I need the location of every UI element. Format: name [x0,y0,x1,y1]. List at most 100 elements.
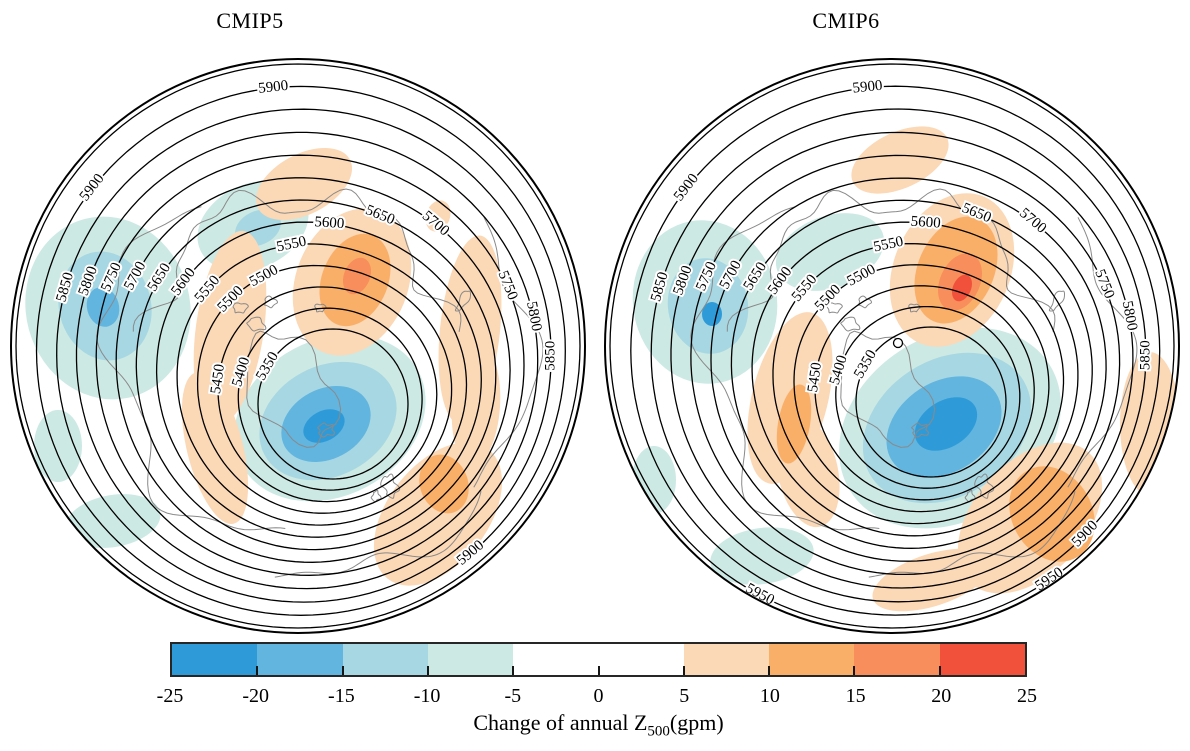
coastline-island [314,303,327,313]
colorbar-tick-label: 15 [845,685,866,707]
contour-line-5800 [670,131,1134,589]
anomaly-region-arctic-coast [851,126,949,194]
coastline-island [840,330,936,448]
contour-label: 5850 [543,341,559,371]
anomaly-region-canada-band [776,384,812,464]
colorbar-segment [342,644,428,675]
anomaly-region-east-asia-coast [451,346,501,466]
contour-line-5850 [650,108,1147,603]
panel-title-cmip6: CMIP6 [812,8,880,33]
anomaly-region-gulf-of-alaska [34,410,82,482]
coastline-island [370,489,382,503]
colorbar-tick-label: -10 [413,685,441,707]
coastline-island [964,489,976,503]
coastline-island [380,473,401,499]
coastline-island [232,302,249,314]
contour-line-5850 [56,108,552,603]
contour-label: 5900 [257,78,289,97]
panel-title-cmip5: CMIP5 [216,8,284,33]
colorbar-segment [172,644,258,675]
contour-line-5600 [751,221,1079,537]
colorbar-tick [341,666,344,675]
coastline [868,491,1076,578]
contour-label: 5750 [1091,267,1117,301]
coastline [132,188,462,332]
map-content: 5900590059005850580057505700565056005550… [15,63,581,629]
anomaly-region-europe-mediterranean [373,442,503,586]
map-cmip5: 5900590059005850580057505700565056005550… [10,58,586,634]
contour-label: 5900 [852,78,884,97]
map-boundary [604,58,1180,634]
contour-line-5450 [217,286,438,503]
anomaly-region-north-africa-tail [872,548,992,612]
contour-label: 5800 [1119,300,1140,333]
colorbar-tick-label: -20 [242,685,270,707]
contour-line-5750 [690,154,1121,576]
coastline [274,491,482,578]
colorbar-tick-label: -5 [504,685,522,707]
coastline-island [974,473,995,499]
colorbar-tick-label: 5 [679,685,690,707]
contour-line-5550 [176,243,468,526]
anomaly-region-east-siberia [343,257,371,295]
colorbar-tick [938,666,941,675]
colorbar-tick [768,666,771,675]
coastline-island [858,295,873,309]
colorbar-tick-label: 0 [593,685,604,707]
colorbar-tick-labels: -25 -20 -15 -10 -5 0 5 10 15 20 25 [157,685,1037,711]
contour-line-5650 [730,199,1093,549]
colorbar-segment [683,644,770,675]
coastline-island [246,330,342,448]
colorbar-segment [427,644,514,675]
contour-line-5600 [155,221,482,538]
contour-line-5400 [835,305,1021,489]
contour-lines-group [15,63,581,629]
axis-label-subscript: 500 [647,723,670,740]
coastlines-group [96,188,544,578]
contour-line-5700 [710,177,1107,562]
map-boundary [10,58,586,634]
contour-line-5350 [257,328,409,480]
contour-line-5950 [15,63,581,629]
coastline-island [454,290,471,312]
anomaly-region-north-pacific [702,302,722,326]
contour-label: 5800 [523,300,544,333]
contour-label: 5600 [314,214,345,232]
contour-line-5500 [793,264,1050,513]
inner-minimum-contour [892,337,904,349]
map-cmip6: 5900590059005950595058505800575057005650… [604,58,1180,634]
colorbar-segment [513,644,599,675]
colorbar-tick-label: 10 [759,685,780,707]
colorbar-tick-label: -25 [156,685,184,707]
colorbar-tick [256,666,259,675]
contour-line-5650 [135,199,497,551]
coastline-island [246,316,267,332]
contour-lines-group [609,63,1175,629]
contour-line-5500 [196,264,453,514]
coastline-island [317,422,335,438]
colorbar-tick [512,666,515,675]
coastline-island [826,302,843,314]
colorbar-segment [257,644,343,675]
colorbar-tick-label: -15 [328,685,355,707]
anomaly-region-chukchi [425,200,451,232]
colorbar-tick [426,666,429,675]
coastline-island [840,316,861,332]
contour-line-5950 [609,63,1175,629]
anomaly-region-central-asia-band [193,230,267,426]
colorbar-tick-label: 25 [1017,685,1037,707]
contour-line-5450 [814,285,1035,501]
coastline [726,188,1056,332]
contour-label: 5600 [910,214,941,232]
anomaly-region-subtropical-pacific [65,494,161,548]
axis-label-prefix: Change of annual Z [473,710,648,735]
anomaly-region-greenland-north-atlantic [914,397,978,451]
colorbar-segment [939,644,1025,675]
coastline-island [911,422,929,438]
map-content: 5900590059005950595058505800575057005650… [609,63,1178,629]
anomaly-shading-group [25,147,503,586]
anomaly-region-kara-sea [775,213,885,291]
contour-line-5350 [855,326,1007,478]
colorbar-segment [854,644,940,675]
